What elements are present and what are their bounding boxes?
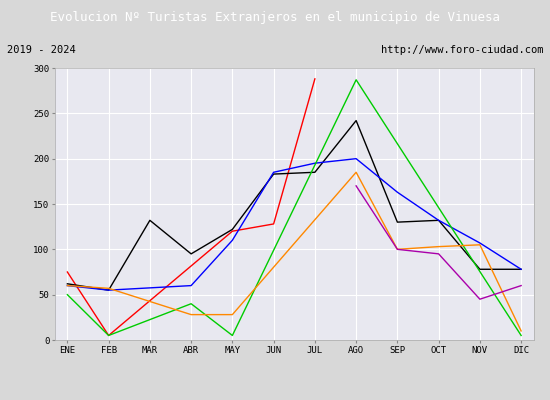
Text: 2019 - 2024: 2019 - 2024 [7,45,75,55]
Text: http://www.foro-ciudad.com: http://www.foro-ciudad.com [381,45,543,55]
Text: Evolucion Nº Turistas Extranjeros en el municipio de Vinuesa: Evolucion Nº Turistas Extranjeros en el … [50,12,500,24]
